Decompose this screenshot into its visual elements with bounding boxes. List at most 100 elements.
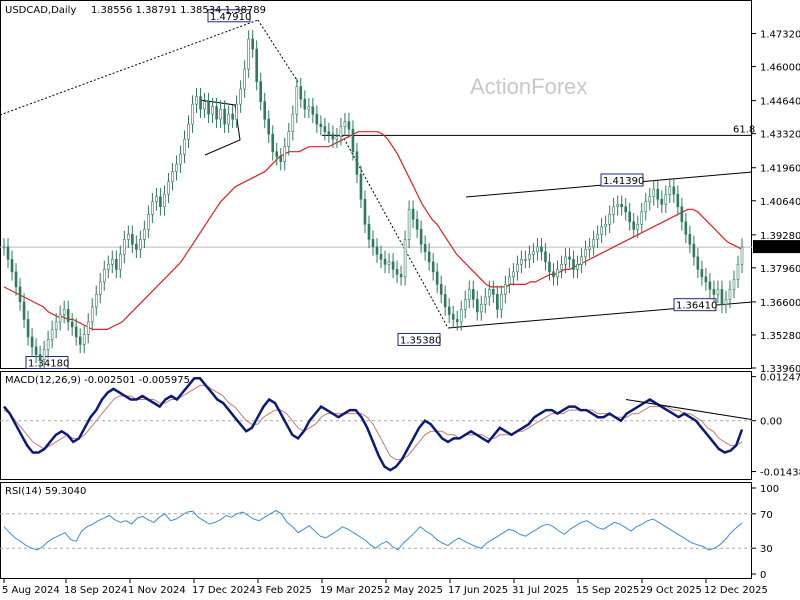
price-header-symbol: USDCAD,Daily — [5, 5, 76, 16]
price-candle-body — [492, 289, 495, 295]
price-candle-body — [62, 309, 66, 315]
x-tick-label: 31 Jul 2025 — [512, 585, 569, 596]
price-candle-body — [267, 118, 271, 135]
price-candle-body — [187, 123, 190, 140]
price-candle-body — [195, 96, 198, 105]
price-candle-body — [684, 221, 688, 235]
price-candle-body — [2, 246, 6, 249]
price-candle-body — [22, 301, 26, 320]
price-header-ohlc: 1.38556 1.38791 1.38534 1.38789 — [91, 5, 266, 16]
price-candle-body — [459, 309, 463, 323]
x-tick-label: 5 Aug 2024 — [2, 585, 60, 596]
x-tick-label: 19 Mar 2025 — [320, 585, 383, 596]
price-candle-body — [443, 294, 447, 308]
price-candle-body — [700, 269, 704, 278]
price-candle-body — [403, 239, 407, 278]
price-candle-body — [560, 264, 563, 270]
price-candle-body — [207, 101, 210, 115]
price-candle-body — [500, 294, 503, 310]
moving-average-line — [3, 131, 743, 330]
price-candle-body — [640, 211, 644, 225]
price-annotation-box — [600, 173, 644, 187]
price-candle-body — [18, 286, 22, 303]
price-annotation-label: 1.35380 — [400, 335, 441, 346]
price-candle-body — [391, 261, 395, 270]
price-candle-body — [399, 274, 403, 278]
price-candle-body — [119, 254, 122, 270]
price-candle-body — [235, 103, 238, 120]
price-pane-border — [0, 0, 752, 369]
price-candle-body — [451, 314, 455, 320]
price-candle-body — [215, 106, 218, 120]
price-candle-body — [475, 299, 479, 313]
macd-ytick-label: -0.014389 — [760, 468, 800, 479]
price-candle-body — [604, 224, 607, 228]
price-candle-body — [351, 128, 355, 153]
price-candle-body — [419, 229, 423, 245]
price-candle-body — [295, 86, 299, 115]
macd-title: MACD(12,26,9) -0.002501 -0.005975 — [5, 375, 190, 386]
price-candle-body — [584, 249, 587, 258]
x-tick-label: 2 May 2025 — [384, 585, 443, 596]
price-candle-body — [467, 289, 471, 300]
current-price-box — [753, 240, 800, 254]
price-candle-body — [58, 314, 62, 323]
price-candle-body — [536, 246, 539, 253]
price-candle-body — [580, 256, 583, 265]
price-candle-body — [612, 206, 615, 215]
price-ytick-label: 1.37960 — [760, 264, 800, 275]
price-candle-body — [572, 259, 575, 270]
rsi-ytick-label: 100 — [760, 484, 779, 495]
price-candle-body — [648, 196, 652, 203]
fib-61-8-label: 61.8 — [733, 124, 755, 135]
price-candle-body — [307, 106, 311, 110]
price-candle-body — [427, 251, 431, 263]
price-candle-body — [704, 276, 708, 283]
price-candle-body — [327, 131, 331, 135]
price-ytick-label: 1.39280 — [760, 231, 800, 242]
price-candle-body — [171, 171, 174, 183]
x-tick-label: 29 Oct 2025 — [640, 585, 702, 596]
price-candle-body — [271, 133, 275, 153]
price-candle-body — [379, 254, 383, 260]
price-candle-body — [199, 96, 202, 110]
price-candle-body — [42, 349, 46, 360]
price-candle-body — [127, 234, 130, 240]
price-candle-body — [616, 203, 619, 208]
price-candle-body — [287, 131, 291, 147]
price-candle-body — [343, 121, 347, 127]
macd-ytick-label: 0.00 — [760, 417, 782, 428]
price-candle-body — [163, 193, 166, 208]
price-candle-body — [375, 246, 379, 255]
price-candle-body — [596, 234, 599, 240]
price-candle-body — [564, 256, 567, 265]
price-candle-body — [30, 336, 34, 348]
price-candle-body — [347, 121, 351, 130]
price-candle-body — [496, 294, 499, 310]
dashed-trendline-peak — [257, 19, 299, 83]
price-ytick-label: 1.36600 — [760, 298, 800, 309]
price-candle-body — [6, 246, 10, 260]
price-ytick-label: 1.41960 — [760, 164, 800, 175]
price-candle-body — [106, 264, 110, 270]
macd-pane-border — [0, 371, 752, 480]
x-tick-label: 15 Sep 2025 — [576, 585, 639, 596]
price-candle-body — [255, 48, 258, 82]
price-candle-body — [508, 276, 511, 285]
dashed-trendline-fall — [341, 134, 449, 329]
price-candle-body — [90, 306, 94, 323]
macd-signal-line — [3, 384, 743, 461]
price-ytick-label: 1.43320 — [760, 130, 800, 141]
price-candle-body — [740, 246, 744, 265]
price-candle-body — [676, 193, 680, 208]
watermark: ActionForex — [470, 74, 587, 99]
price-candle-body — [247, 38, 250, 70]
price-candle-body — [624, 206, 627, 213]
price-candle-body — [46, 339, 50, 350]
price-candle-body — [471, 289, 475, 300]
rsi-line — [3, 509, 743, 551]
price-candle-body — [123, 239, 126, 255]
price-candle-body — [504, 284, 507, 295]
price-candle-body — [484, 296, 487, 305]
